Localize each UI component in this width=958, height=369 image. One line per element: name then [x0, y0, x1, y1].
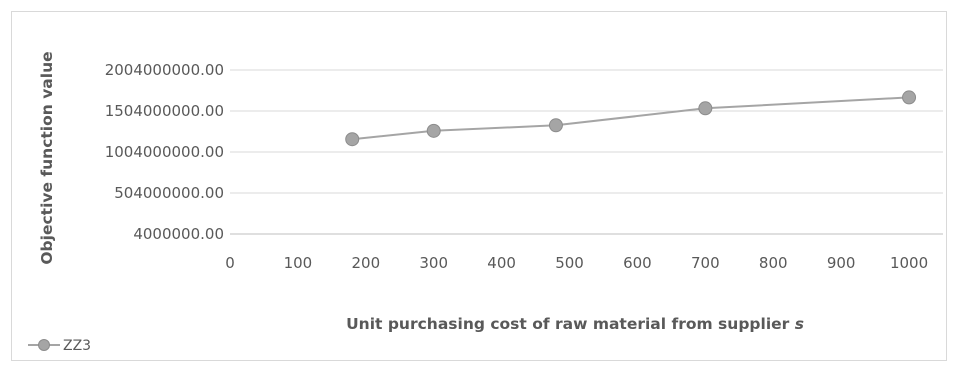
y-axis-ticks: 4000000.00 504000000.00 1004000000.00 15040… [105, 61, 224, 243]
legend-marker [38, 339, 50, 351]
x-tick-label: 0 [225, 254, 235, 272]
legend-label: ZZ3 [63, 338, 91, 354]
y-tick-label: 2004000000.00 [105, 61, 224, 79]
x-axis-ticks: 0 100 200 300 400 500 600 700 800 900 1000 [225, 254, 928, 272]
x-tick-label: 1000 [890, 254, 928, 272]
x-tick-label: 500 [555, 254, 584, 272]
x-axis-title-italic: s [795, 315, 804, 333]
y-tick-label: 1504000000.00 [105, 102, 224, 120]
x-tick-label: 700 [691, 254, 720, 272]
x-tick-label: 800 [759, 254, 788, 272]
chart-frame [11, 11, 947, 361]
x-tick-label: 100 [284, 254, 313, 272]
x-tick-label: 400 [487, 254, 516, 272]
data-point [345, 132, 360, 147]
series-layer [345, 90, 917, 147]
x-tick-label: 600 [623, 254, 652, 272]
x-axis-title: Unit purchasing cost of raw material fro… [346, 315, 804, 333]
legend: ZZ3 [28, 338, 91, 354]
x-tick-label: 200 [351, 254, 380, 272]
x-axis-title-main: Unit purchasing cost of raw material fro… [346, 315, 795, 333]
x-tick-label: 900 [827, 254, 856, 272]
data-point [548, 118, 563, 133]
x-tick-label: 300 [419, 254, 448, 272]
gridlines [230, 69, 943, 235]
data-point [902, 90, 917, 105]
data-point [426, 123, 441, 138]
y-tick-label: 1004000000.00 [105, 143, 224, 161]
y-axis-title: Objective function value [38, 51, 56, 264]
y-tick-label: 4000000.00 [133, 225, 224, 243]
data-point [698, 101, 713, 116]
y-tick-label: 504000000.00 [114, 184, 224, 202]
